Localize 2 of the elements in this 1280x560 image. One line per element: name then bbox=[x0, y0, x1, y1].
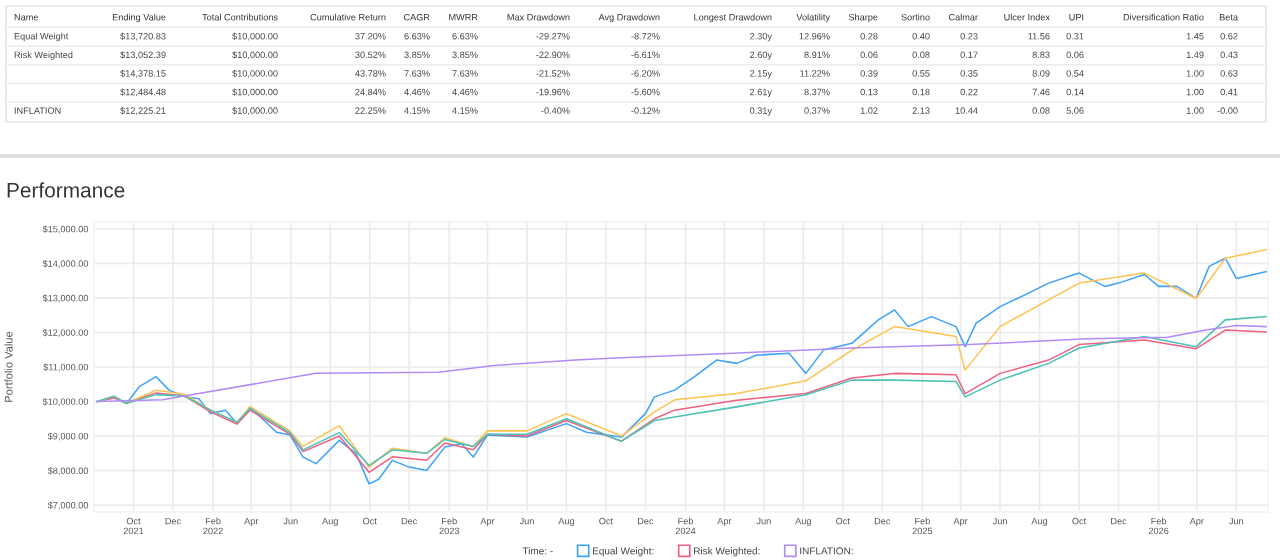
line-series bbox=[96, 324, 1267, 403]
chart-title: Performance bbox=[7, 182, 125, 198]
